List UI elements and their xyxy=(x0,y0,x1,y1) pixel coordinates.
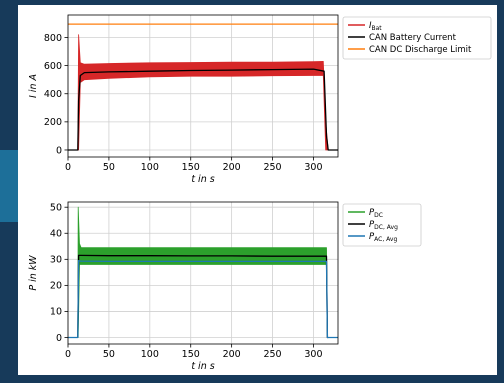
legend-subscript: Bat xyxy=(372,25,383,32)
x-tick-label: 250 xyxy=(263,162,281,173)
legend-subscript: DC, Avg xyxy=(374,224,398,231)
x-tick-label: 300 xyxy=(304,349,322,360)
y-tick-label: 50 xyxy=(50,203,62,214)
legend-entry: PAC, Avg xyxy=(369,232,397,243)
x-axis-label: t in s xyxy=(191,174,214,185)
y-axis-label: I in A xyxy=(28,74,39,98)
x-tick-label: 200 xyxy=(223,162,241,173)
x-tick-label: 50 xyxy=(103,349,115,360)
accent-strip xyxy=(0,150,18,222)
legend-label: CAN Battery Current xyxy=(369,33,457,43)
legend-label: CAN DC Discharge Limit xyxy=(369,45,472,55)
plot-area xyxy=(68,202,338,344)
legend-label: P xyxy=(369,232,375,242)
legend-box xyxy=(342,16,492,60)
plot-area xyxy=(68,15,338,157)
legend-entry: CAN Battery Current xyxy=(369,33,457,43)
x-tick-label: 150 xyxy=(182,162,200,173)
series-3-line xyxy=(68,259,338,339)
x-tick-label: 250 xyxy=(263,349,281,360)
legend-subscript: DC xyxy=(374,212,383,219)
legend-label: P xyxy=(369,220,375,230)
y-tick-label: 600 xyxy=(44,61,62,72)
x-tick-label: 300 xyxy=(304,162,322,173)
axes-frame xyxy=(67,14,339,158)
x-tick-label: 0 xyxy=(65,162,71,173)
y-tick-label: 200 xyxy=(44,117,62,128)
y-axis-label: P in kW xyxy=(28,255,39,291)
x-tick-label: 200 xyxy=(223,349,241,360)
y-tick-label: 400 xyxy=(44,89,62,100)
legend-entry: IBat xyxy=(369,21,382,32)
legend-subscript: AC, Avg xyxy=(374,236,397,243)
y-tick-label: 40 xyxy=(50,229,62,240)
y-tick-label: 0 xyxy=(56,333,62,344)
legend-entry: PDC xyxy=(369,208,383,219)
chart-2: 0 50 100 150 200 250 300 0 10 20 30 40 50 t in s P in … xyxy=(28,201,422,372)
legend-entry: CAN DC Discharge Limit xyxy=(369,45,472,55)
y-tick-label: 20 xyxy=(50,281,62,292)
legend-label: P xyxy=(369,208,375,218)
y-tick-label: 10 xyxy=(50,307,62,318)
x-tick-label: 100 xyxy=(141,162,159,173)
x-tick-label: 50 xyxy=(103,162,115,173)
legend-label: I xyxy=(369,21,372,31)
axes-frame xyxy=(67,201,339,345)
x-tick-label: 100 xyxy=(141,349,159,360)
series-2-line xyxy=(68,68,338,151)
y-tick-label: 30 xyxy=(50,255,62,266)
legend-entry: PDC, Avg xyxy=(369,220,398,231)
y-tick-label: 0 xyxy=(56,145,62,156)
chart-1: 0 50 100 150 200 250 300 0 200 400 600 800 t in s I i… xyxy=(28,14,492,185)
x-tick-label: 150 xyxy=(182,349,200,360)
x-axis-label: t in s xyxy=(191,361,214,372)
x-tick-label: 0 xyxy=(65,349,71,360)
y-tick-label: 800 xyxy=(44,33,62,44)
